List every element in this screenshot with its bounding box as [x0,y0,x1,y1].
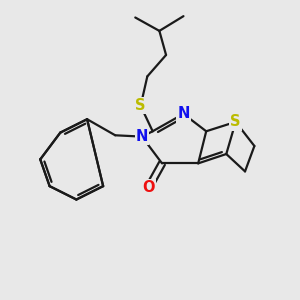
Text: O: O [142,180,155,195]
Text: N: N [136,129,148,144]
Text: S: S [230,114,241,129]
Text: N: N [177,106,190,122]
Text: S: S [135,98,146,113]
